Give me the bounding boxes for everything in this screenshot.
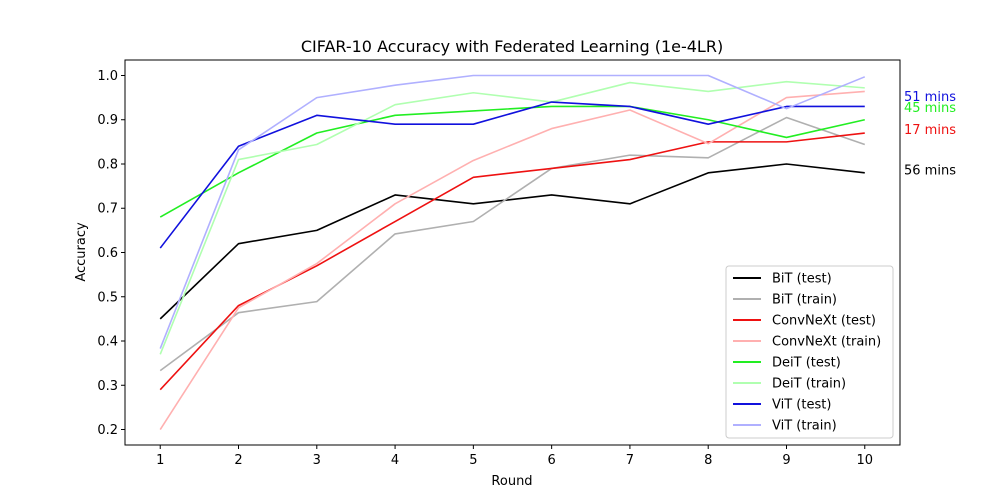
legend-label: DeiT (test): [772, 356, 841, 371]
y-axis-label: Accuracy: [74, 222, 89, 282]
series-line-3: [159, 90, 865, 430]
plot-lines: [159, 74, 866, 430]
series-line-5: [159, 80, 865, 355]
series-line-6: [159, 101, 865, 249]
x-tick-label: 6: [548, 453, 556, 468]
series-line-0: [159, 163, 865, 320]
x-tick-label: 5: [469, 453, 477, 468]
x-tick-label: 8: [704, 453, 712, 468]
y-tick-label: 0.7: [97, 202, 118, 217]
chart-title: CIFAR-10 Accuracy with Federated Learnin…: [301, 37, 723, 56]
y-tick-label: 0.5: [97, 290, 118, 305]
series-line-4: [159, 105, 865, 218]
x-axis: 1 2 3 4 5 6 7 8 9 10: [156, 445, 873, 468]
y-tick-label: 0.6: [97, 246, 118, 261]
series-line-7: [159, 74, 866, 349]
x-tick-label: 1: [156, 453, 164, 468]
y-tick-label: 0.8: [97, 157, 118, 172]
legend-label: ConvNeXt (train): [772, 335, 881, 350]
x-tick-label: 7: [626, 453, 634, 468]
legend-label: ConvNeXt (test): [772, 314, 876, 329]
y-axis: 0.2 0.3 0.4 0.5 0.6 0.7 0.8 0.9 1.0: [97, 69, 125, 438]
y-tick-label: 1.0: [97, 69, 118, 84]
legend-label: ViT (train): [772, 419, 837, 434]
annotation-label: 45 mins: [904, 101, 956, 116]
x-tick-label: 9: [782, 453, 790, 468]
x-tick-label: 2: [234, 453, 242, 468]
y-tick-label: 0.3: [97, 379, 118, 394]
y-tick-label: 0.4: [97, 335, 118, 350]
x-tick-label: 10: [856, 453, 873, 468]
y-tick-label: 0.2: [97, 423, 118, 438]
legend-label: BiT (train): [772, 293, 837, 308]
annotation-label: 51 mins: [904, 90, 956, 105]
x-tick-label: 3: [313, 453, 321, 468]
x-axis-label: Round: [491, 474, 532, 489]
legend: BiT (test) BiT (train) ConvNeXt (test) Conv…: [725, 265, 894, 439]
y-tick-label: 0.9: [97, 113, 118, 128]
annotation-label: 17 mins: [904, 123, 956, 138]
annotation-label: 56 mins: [904, 164, 956, 179]
legend-label: BiT (test): [772, 272, 832, 287]
x-tick-label: 4: [391, 453, 399, 468]
legend-label: DeiT (train): [772, 377, 846, 392]
legend-label: ViT (test): [772, 398, 831, 413]
legend-box: [725, 265, 894, 439]
series-line-1: [159, 116, 866, 372]
